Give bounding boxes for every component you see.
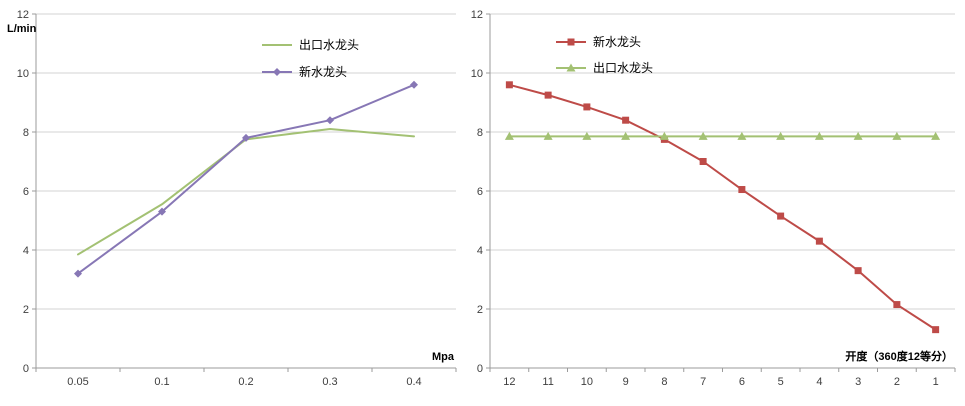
series-marker-0 bbox=[622, 116, 630, 124]
flow-vs-pressure-chart: 0 2 4 6 8 10 12 0.05 0.1 0.2 0.3 0.4 L/min Mpa 出口水龙头新水… bbox=[7, 9, 457, 388]
x-tick-label: 11 bbox=[542, 376, 553, 388]
series-line-0 bbox=[508, 83, 937, 331]
series-marker-1 bbox=[853, 131, 863, 140]
series-marker-1 bbox=[326, 116, 334, 125]
y-tick-label: 10 bbox=[471, 68, 483, 80]
series-marker-1 bbox=[698, 131, 708, 140]
legend-label: 出口水龙头 bbox=[593, 61, 653, 75]
series-marker-1 bbox=[737, 131, 747, 140]
legend-marker bbox=[273, 68, 281, 76]
legend-label: 新水龙头 bbox=[593, 34, 641, 49]
y-tick-label: 6 bbox=[477, 186, 483, 198]
series-marker-0 bbox=[738, 186, 746, 194]
series-marker-0 bbox=[699, 158, 707, 165]
y-tick-label: 2 bbox=[23, 304, 29, 316]
flow-vs-opening-chart: 0 2 4 6 8 10 12 12 11 10 9 8 7 6 5 4 3 2 1 开度（360度12等分） 新水龙头… bbox=[471, 9, 956, 388]
x-axis-title: 开度（360度12等分） bbox=[845, 349, 953, 363]
x-axis-title: Mpa bbox=[432, 351, 455, 363]
x-tick-label: 9 bbox=[623, 376, 629, 388]
y-tick-label: 2 bbox=[477, 304, 483, 316]
x-tick-label: 3 bbox=[855, 376, 861, 388]
legend-label: 出口水龙头 bbox=[299, 38, 359, 52]
x-tick-label: 5 bbox=[778, 376, 784, 388]
y-tick-label: 10 bbox=[17, 68, 29, 80]
x-tick-label: 1 bbox=[933, 376, 939, 388]
series-marker-1 bbox=[158, 207, 166, 216]
y-tick-label: 8 bbox=[23, 127, 29, 139]
legend-marker bbox=[566, 63, 576, 72]
series-marker-1 bbox=[504, 131, 514, 140]
x-tick-label: 0.05 bbox=[67, 376, 88, 388]
legend-label: 新水龙头 bbox=[299, 64, 347, 79]
series-marker-1 bbox=[582, 131, 592, 140]
x-tick-label: 0.2 bbox=[238, 376, 253, 388]
y-tick-label: 4 bbox=[23, 245, 29, 257]
x-tick-label: 12 bbox=[503, 376, 515, 388]
series-marker-1 bbox=[543, 131, 553, 140]
series-marker-1 bbox=[621, 131, 631, 140]
series-marker-0 bbox=[777, 212, 785, 220]
x-tick-label: 0.3 bbox=[322, 376, 337, 388]
series-marker-1 bbox=[659, 131, 669, 140]
x-tick-label: 2 bbox=[894, 376, 900, 388]
x-tick-label: 10 bbox=[581, 376, 593, 388]
x-tick-label: 4 bbox=[816, 376, 822, 388]
y-axis-title: L/min bbox=[7, 23, 37, 35]
x-tick-label: 6 bbox=[739, 376, 745, 388]
series-marker-0 bbox=[854, 267, 862, 275]
y-tick-label: 8 bbox=[477, 127, 483, 139]
series-line-1 bbox=[77, 83, 415, 275]
x-tick-label: 0.4 bbox=[406, 376, 421, 388]
y-tick-label: 6 bbox=[23, 186, 29, 198]
y-tick-label: 12 bbox=[17, 9, 29, 21]
y-tick-label: 0 bbox=[23, 363, 29, 375]
series-marker-0 bbox=[505, 81, 513, 89]
series-marker-1 bbox=[242, 133, 250, 142]
series-marker-0 bbox=[815, 237, 823, 245]
series-marker-0 bbox=[932, 326, 940, 334]
series-marker-1 bbox=[931, 131, 941, 140]
y-tick-label: 0 bbox=[477, 363, 483, 375]
x-tick-label: 8 bbox=[661, 376, 667, 388]
x-tick-label: 7 bbox=[700, 376, 706, 388]
y-tick-label: 4 bbox=[477, 245, 483, 257]
series-marker-1 bbox=[892, 131, 902, 140]
series-marker-0 bbox=[544, 91, 552, 99]
series-marker-1 bbox=[410, 80, 418, 89]
legend-marker bbox=[567, 38, 575, 46]
series-marker-1 bbox=[776, 131, 786, 140]
x-tick-label: 0.1 bbox=[154, 376, 169, 388]
series-marker-1 bbox=[814, 131, 824, 140]
y-tick-label: 12 bbox=[471, 9, 483, 21]
series-marker-0 bbox=[583, 103, 591, 111]
series-marker-0 bbox=[893, 301, 901, 309]
series-marker-1 bbox=[74, 269, 82, 278]
